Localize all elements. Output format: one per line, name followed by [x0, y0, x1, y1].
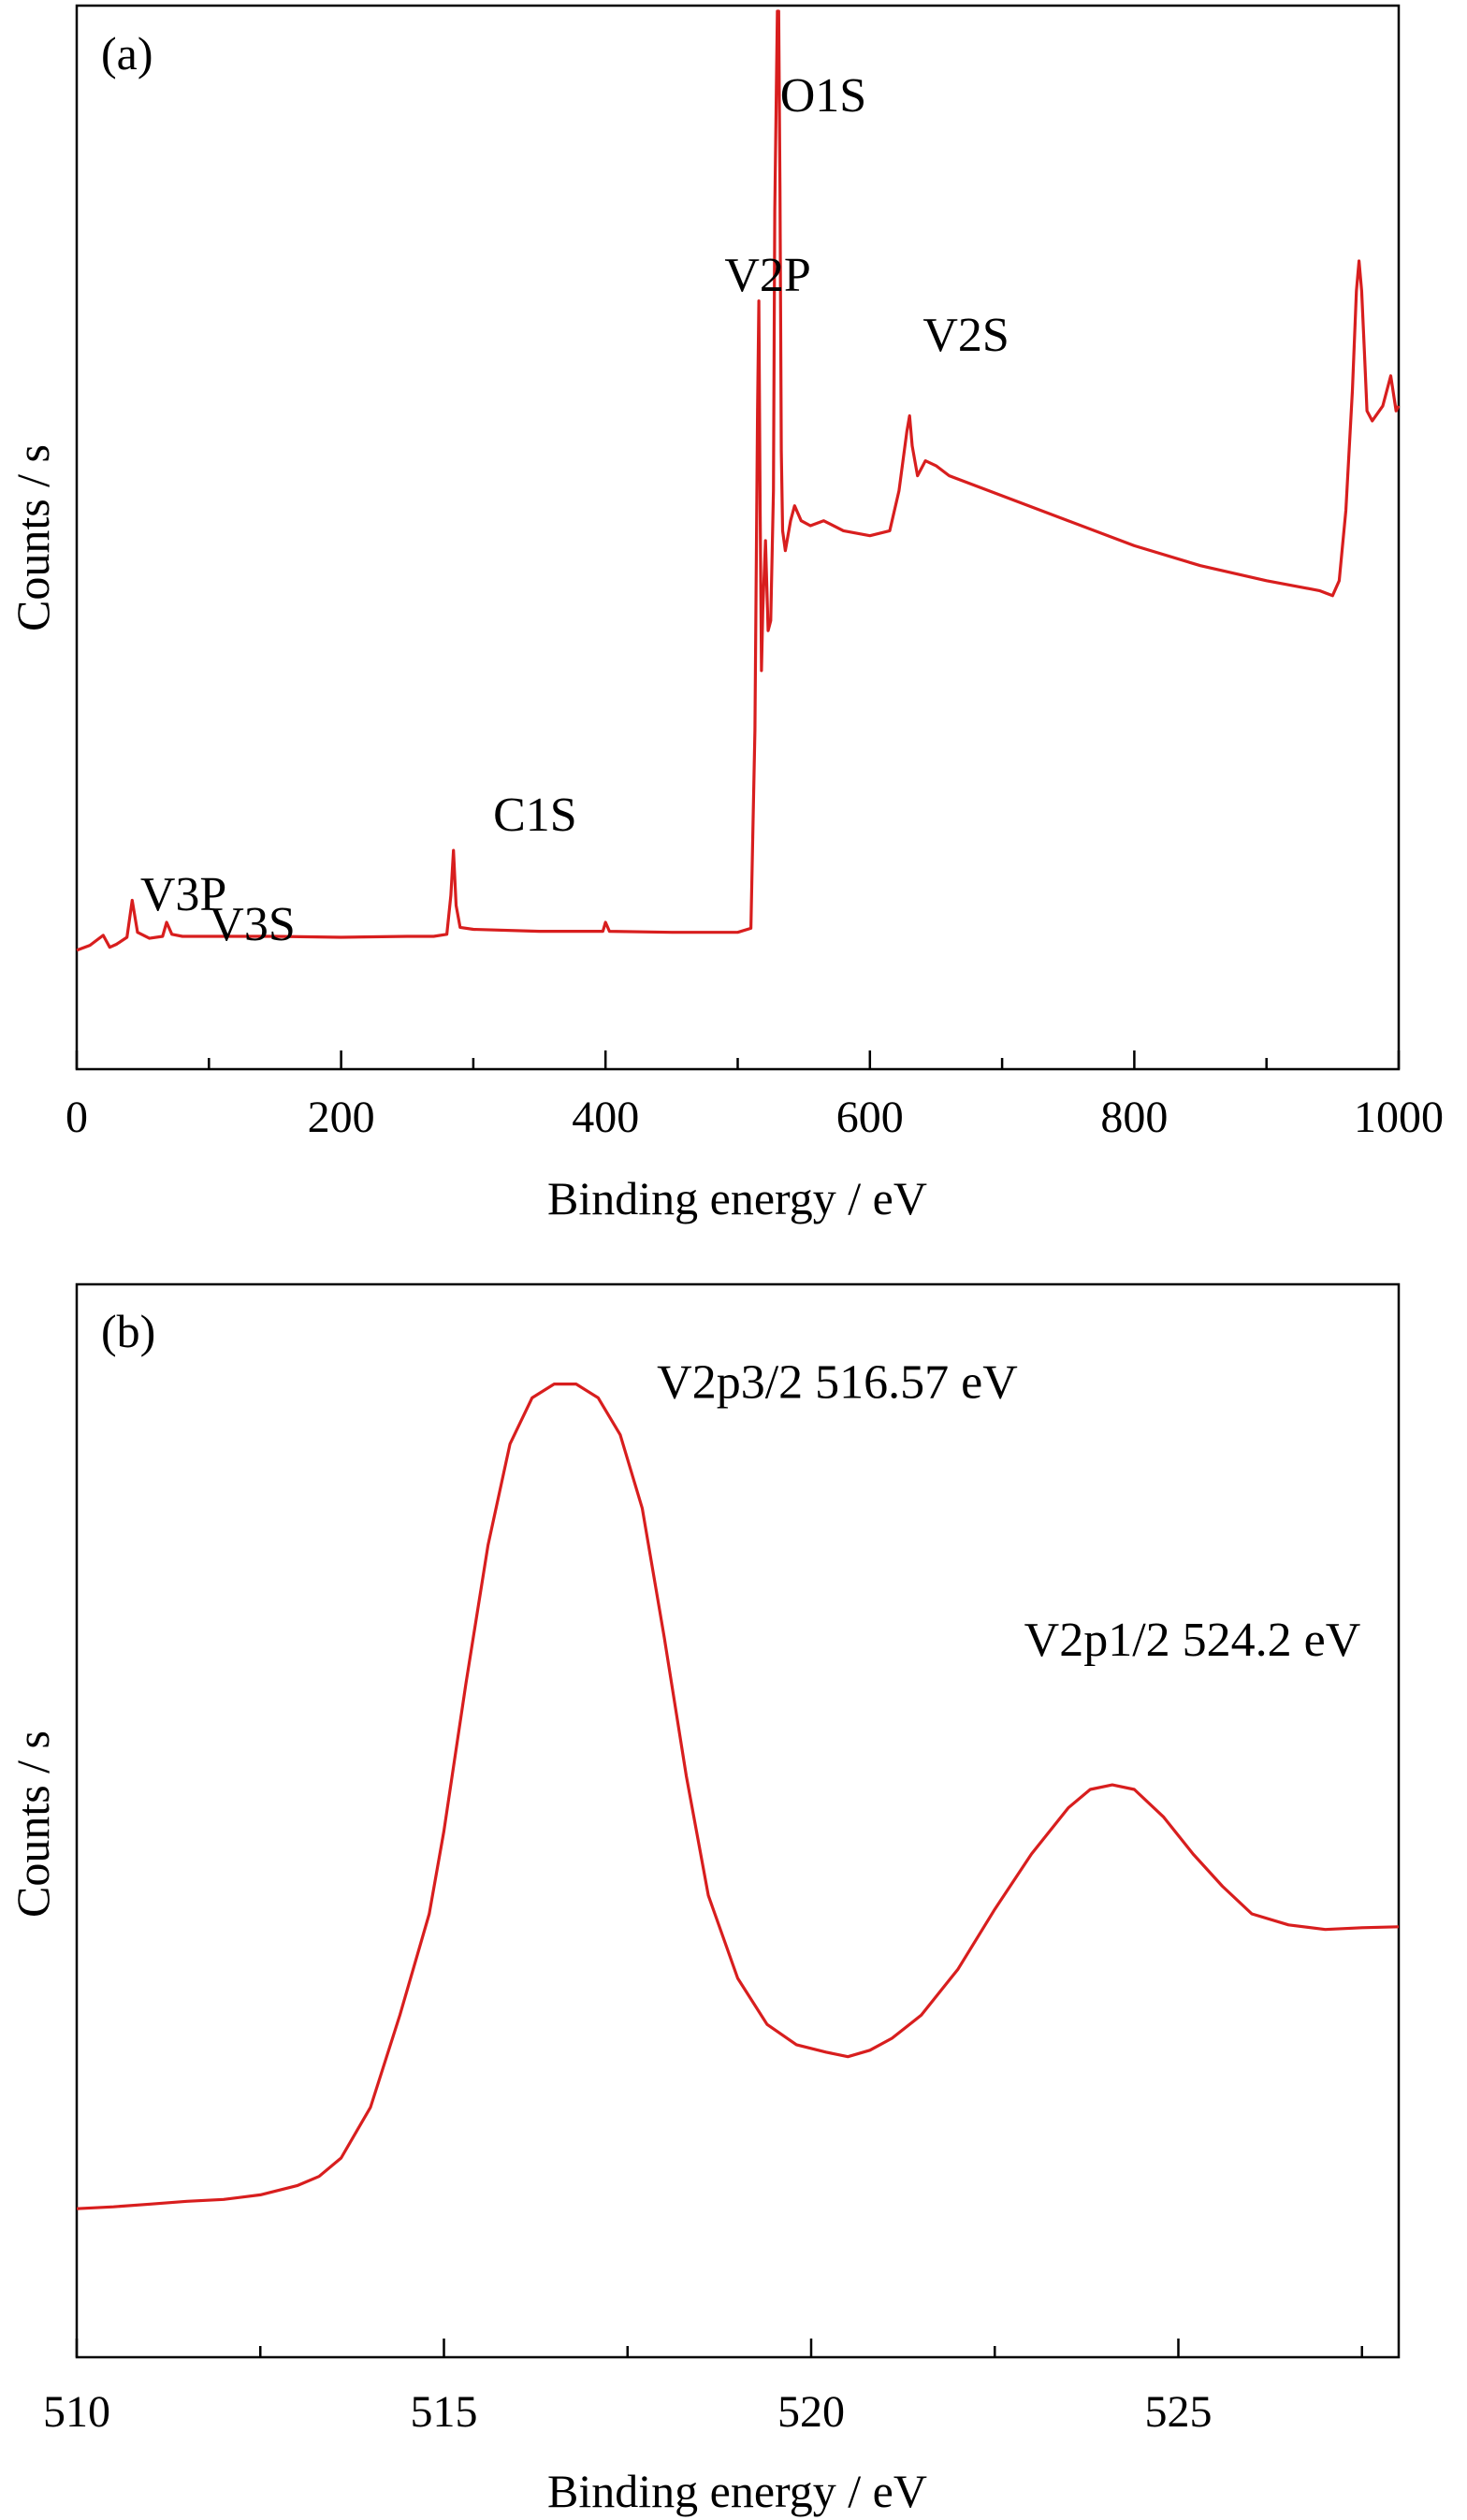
- series-line-a: [76, 9, 1401, 952]
- x-tick-label: 525: [1145, 2387, 1213, 2437]
- x-tick-label: 520: [777, 2387, 845, 2437]
- x-ticks-a: 0 200 400 600 800 1000: [65, 1050, 1444, 1142]
- x-tick-label: 200: [308, 1093, 375, 1142]
- x-axis-title-a: Binding energy / eV: [547, 1172, 927, 1224]
- peak-label: V2p3/2 516.57 eV: [657, 1355, 1018, 1409]
- x-tick-label: 400: [572, 1093, 639, 1142]
- x-ticks-b: 510 515 520 525: [43, 2339, 1363, 2437]
- x-axis-title-b: Binding energy / eV: [547, 2465, 927, 2517]
- panel-b: (b) 510 515 520 525 V2p3/2 516.57 eV V2p1/2 …: [7, 1282, 1401, 2517]
- x-tick-label: 800: [1100, 1093, 1168, 1142]
- peak-label: O1S: [780, 69, 866, 123]
- x-tick-label: 600: [836, 1093, 904, 1142]
- y-axis-title-b: Counts / s: [7, 1731, 59, 1918]
- panel-label-b: (b): [101, 1305, 155, 1357]
- y-axis-title-a: Counts / s: [7, 444, 59, 631]
- x-tick-label: 1000: [1354, 1093, 1444, 1142]
- x-tick-label: 515: [411, 2387, 478, 2437]
- x-tick-label: 510: [43, 2387, 110, 2437]
- peak-label: C1S: [493, 789, 577, 842]
- plot-frame-b: [75, 1282, 1401, 2359]
- panel-label-a: (a): [101, 27, 153, 80]
- peak-label: V2P: [724, 249, 810, 302]
- panel-a: (a) 0 200 400 600 800 1000 O1S V2P V2S C1S V3PV3S…: [7, 4, 1444, 1224]
- peak-label: V3P: [140, 868, 226, 921]
- peak-label: V2p1/2 524.2 eV: [1024, 1614, 1361, 1667]
- x-tick-label: 0: [65, 1093, 88, 1142]
- peak-labels-b: V2p3/2 516.57 eV V2p1/2 524.2 eV: [657, 1355, 1360, 1667]
- peak-label: V3S: [209, 898, 295, 951]
- peak-label: V2S: [922, 309, 1009, 362]
- series-line-b: [76, 1383, 1400, 2210]
